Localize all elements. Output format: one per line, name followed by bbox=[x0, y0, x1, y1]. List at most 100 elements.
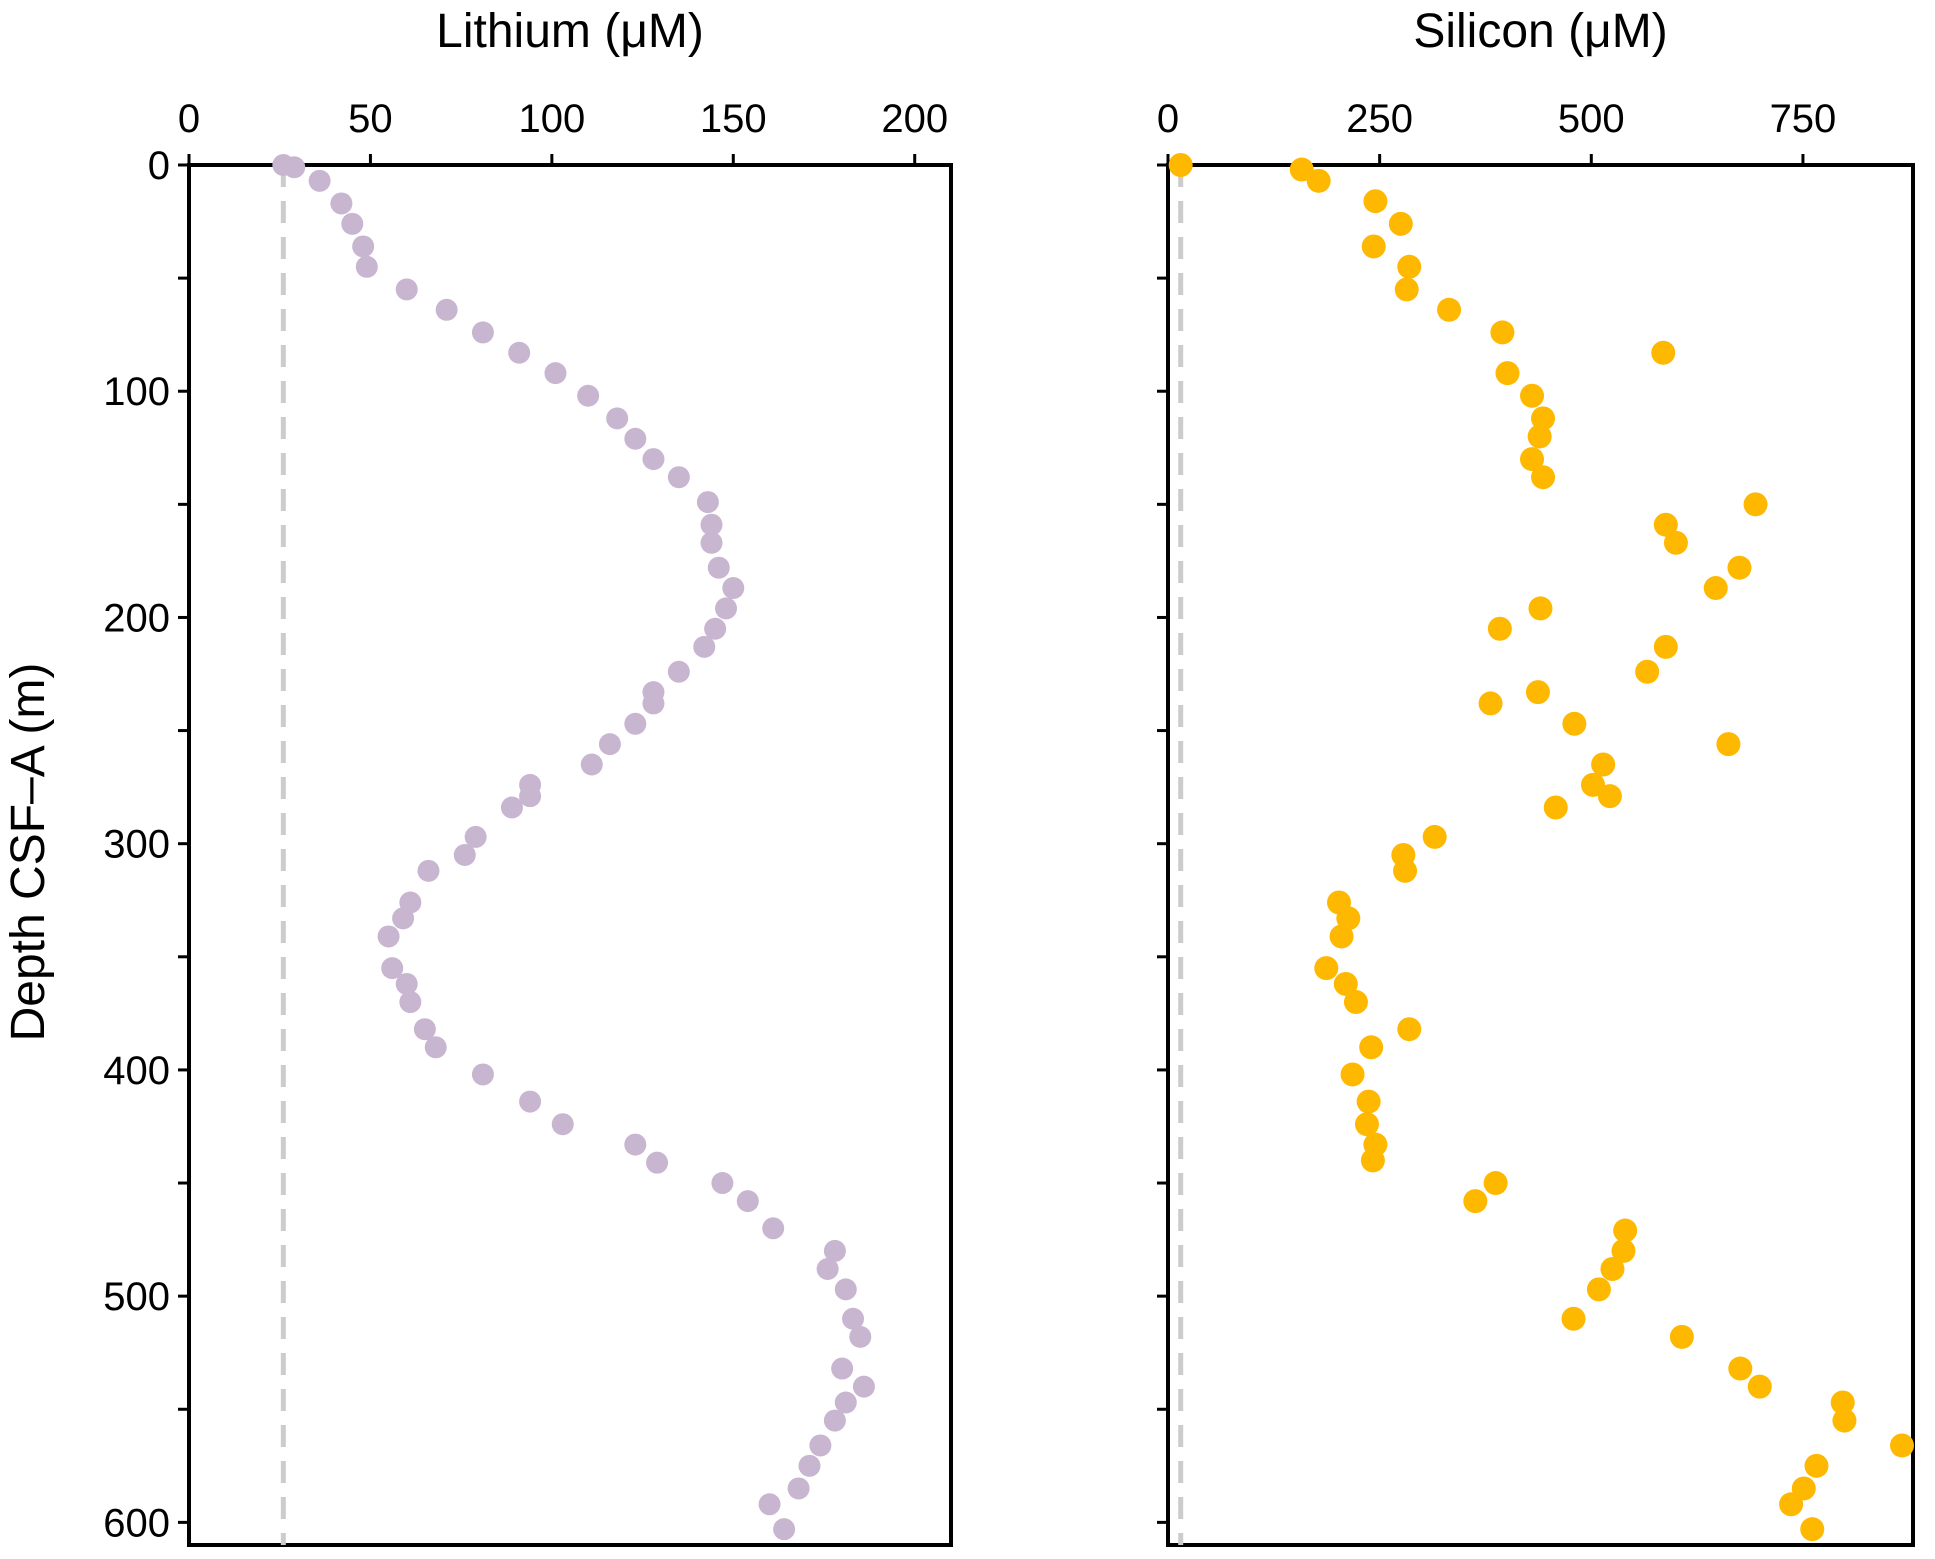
silicon-data-point bbox=[1663, 530, 1688, 555]
lithium-data-point bbox=[283, 156, 306, 179]
lithium-x-axis-title: Lithium (μM) bbox=[436, 5, 704, 58]
lithium-data-point bbox=[852, 1375, 875, 1398]
silicon-data-point bbox=[1495, 361, 1520, 386]
silicon-panel: 0 250 500 750 Silicon (μM) bbox=[1157, 5, 1915, 1547]
lithium-data-point bbox=[435, 298, 458, 321]
silicon-data-point bbox=[1591, 752, 1616, 777]
silicon-data-point bbox=[1520, 383, 1545, 408]
silicon-data-point bbox=[1580, 772, 1605, 797]
lithium-data-point bbox=[624, 712, 647, 735]
silicon-data-point bbox=[1527, 424, 1552, 449]
lithium-data-point bbox=[667, 660, 690, 683]
lithium-data-point bbox=[471, 321, 494, 344]
lithium-data-point bbox=[417, 859, 440, 882]
silicon-x-tick-label: 750 bbox=[1770, 97, 1837, 141]
lithium-data-point bbox=[341, 212, 364, 235]
lithium-data-point bbox=[642, 448, 665, 471]
lithium-data-point bbox=[722, 577, 745, 600]
silicon-data-point bbox=[1359, 1035, 1384, 1060]
silicon-data-point bbox=[1653, 512, 1678, 537]
silicon-x-axis-title: Silicon (μM) bbox=[1413, 5, 1667, 58]
silicon-data-point bbox=[1727, 555, 1752, 580]
lithium-data-point bbox=[700, 531, 723, 554]
silicon-data-point bbox=[1543, 795, 1568, 820]
lithium-data-point bbox=[809, 1434, 832, 1457]
silicon-data-point bbox=[1531, 406, 1556, 431]
lithium-data-point bbox=[580, 753, 603, 776]
lithium-data-point bbox=[395, 972, 418, 995]
lithium-data-point bbox=[500, 796, 523, 819]
silicon-data-point bbox=[1531, 465, 1556, 490]
y-tick-label: 500 bbox=[103, 1275, 170, 1319]
silicon-data-point bbox=[1528, 596, 1553, 621]
silicon-data-point bbox=[1600, 1257, 1625, 1281]
lithium-data-point bbox=[551, 1113, 574, 1136]
lithium-data-point bbox=[823, 1409, 846, 1432]
silicon-data-point bbox=[1314, 956, 1339, 981]
lithium-data-point bbox=[424, 1036, 447, 1059]
lithium-plot-frame bbox=[187, 163, 953, 1547]
silicon-data-point bbox=[1889, 1433, 1914, 1458]
lithium-data-point bbox=[693, 635, 716, 658]
silicon-data-point bbox=[1613, 1218, 1638, 1243]
lithium-data-point bbox=[642, 692, 665, 715]
silicon-data-point bbox=[1561, 1306, 1586, 1331]
silicon-data-point bbox=[1422, 824, 1447, 849]
silicon-data-point bbox=[1333, 971, 1358, 996]
silicon-data-point bbox=[1804, 1453, 1829, 1478]
silicon-data-point bbox=[1635, 659, 1660, 684]
lithium-data-point bbox=[399, 991, 422, 1014]
silicon-data-point bbox=[1483, 1171, 1508, 1196]
lithium-data-point bbox=[842, 1307, 865, 1330]
lithium-data-point bbox=[508, 341, 531, 364]
silicon-data-point bbox=[1525, 680, 1550, 705]
silicon-data-point bbox=[1490, 320, 1515, 345]
silicon-x-tick-label: 500 bbox=[1558, 97, 1625, 141]
lithium-data-point bbox=[352, 235, 375, 258]
lithium-data-point bbox=[798, 1454, 821, 1477]
silicon-data-point bbox=[1487, 616, 1512, 641]
lithium-data-point bbox=[667, 466, 690, 489]
lithium-data-point bbox=[834, 1391, 857, 1414]
silicon-data-point bbox=[1306, 168, 1331, 193]
lithium-data-point bbox=[381, 957, 404, 980]
lithium-x-tick-label: 50 bbox=[348, 97, 393, 141]
lithium-data-point bbox=[715, 597, 738, 620]
lithium-data-point bbox=[787, 1477, 810, 1500]
lithium-data-point bbox=[464, 825, 487, 848]
lithium-data-point bbox=[736, 1190, 759, 1213]
lithium-x-tick-label: 150 bbox=[700, 97, 767, 141]
lithium-data-point bbox=[413, 1018, 436, 1041]
lithium-data-point bbox=[519, 1090, 542, 1113]
lithium-data-point bbox=[624, 1133, 647, 1156]
lithium-data-point bbox=[377, 925, 400, 948]
lithium-data-point bbox=[606, 407, 629, 430]
y-tick-label: 0 bbox=[148, 144, 170, 188]
lithium-data-point bbox=[834, 1278, 857, 1301]
silicon-data-point bbox=[1653, 634, 1678, 659]
lithium-data-point bbox=[519, 785, 542, 808]
y-tick-label: 300 bbox=[103, 823, 170, 867]
lithium-data-point bbox=[330, 192, 353, 215]
silicon-data-point bbox=[1830, 1390, 1855, 1415]
silicon-data-point bbox=[1289, 157, 1314, 182]
lithium-data-point bbox=[696, 491, 719, 514]
silicon-data-point bbox=[1669, 1324, 1694, 1349]
silicon-data-point bbox=[1397, 1017, 1422, 1042]
lithium-data-point bbox=[816, 1258, 839, 1280]
silicon-data-point bbox=[1329, 924, 1354, 949]
silicon-data-point bbox=[1361, 234, 1386, 259]
silicon-data-point bbox=[1562, 711, 1587, 736]
lithium-data-point bbox=[453, 844, 476, 866]
y-tick-label: 400 bbox=[103, 1049, 170, 1093]
lithium-data-point bbox=[704, 617, 727, 640]
lithium-data-point bbox=[355, 255, 378, 278]
lithium-data-point bbox=[646, 1151, 669, 1174]
silicon-data-point bbox=[1832, 1408, 1857, 1433]
silicon-data-point bbox=[1716, 732, 1741, 757]
silicon-data-point bbox=[1360, 1148, 1385, 1173]
silicon-data-point bbox=[1703, 576, 1728, 601]
lithium-x-tick-label: 0 bbox=[178, 97, 200, 141]
y-tick-label: 200 bbox=[103, 596, 170, 640]
